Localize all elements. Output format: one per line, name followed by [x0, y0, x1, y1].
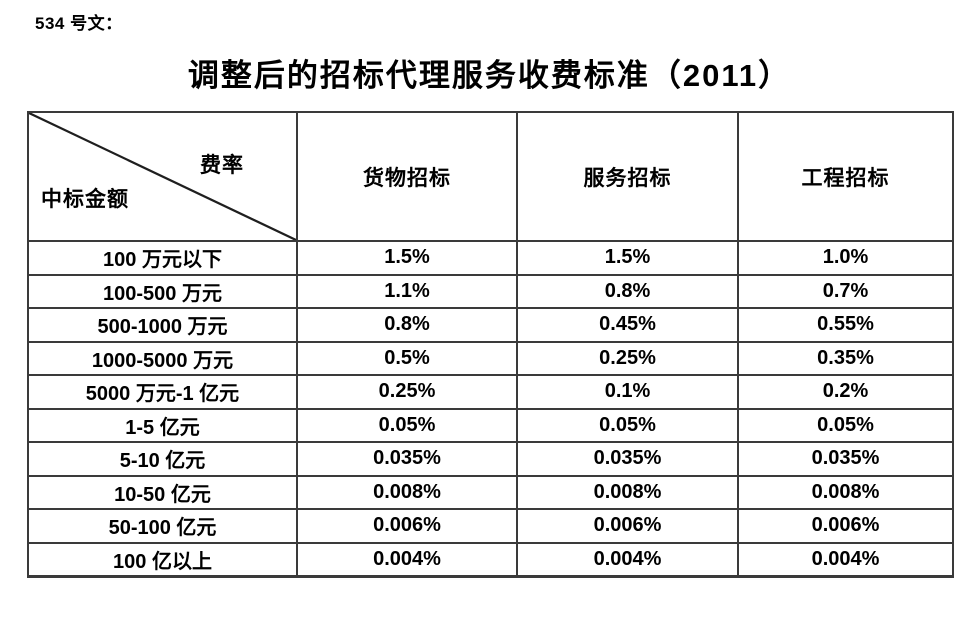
rate-cell: 0.05%	[516, 407, 739, 443]
rate-cell: 0.008%	[737, 474, 954, 510]
page-title: 调整后的招标代理服务收费标准（2011）	[187, 58, 792, 93]
table-row: 10-50 亿元 0.008% 0.008% 0.008%	[27, 474, 954, 510]
rate-cell: 0.006%	[516, 508, 739, 544]
rate-cell: 0.5%	[296, 340, 518, 376]
rate-cell: 1.5%	[516, 240, 739, 276]
rate-cell: 0.25%	[296, 374, 518, 410]
rate-cell: 0.1%	[516, 374, 739, 410]
table-corner-cell: 费率 中标金额	[27, 111, 298, 242]
column-header-works: 工程招标	[737, 111, 954, 242]
table-row: 5-10 亿元 0.035% 0.035% 0.035%	[27, 441, 954, 477]
rate-cell: 0.004%	[516, 541, 739, 578]
rate-cell: 0.8%	[516, 273, 739, 309]
diagonal-divider-line	[29, 113, 296, 240]
rate-cell: 0.006%	[737, 508, 954, 544]
column-header-services: 服务招标	[516, 111, 739, 242]
amount-cell: 1-5 亿元	[27, 407, 298, 443]
rate-cell: 0.55%	[737, 307, 954, 343]
table-row: 1000-5000 万元 0.5% 0.25% 0.35%	[27, 340, 954, 376]
rate-cell: 0.004%	[737, 541, 954, 578]
header-row: 费率 中标金额 货物招标 服务招标 工程招标	[27, 111, 954, 242]
amount-cell: 100-500 万元	[27, 273, 298, 309]
amount-cell: 100 亿以上	[27, 541, 298, 578]
rate-cell: 0.008%	[516, 474, 739, 510]
table-row: 1-5 亿元 0.05% 0.05% 0.05%	[27, 407, 954, 443]
rate-cell: 0.05%	[296, 407, 518, 443]
table-row: 100 万元以下 1.5% 1.5% 1.0%	[27, 240, 954, 276]
rate-cell: 1.1%	[296, 273, 518, 309]
rate-cell: 0.008%	[296, 474, 518, 510]
corner-label-amount: 中标金额	[41, 188, 129, 211]
amount-cell: 500-1000 万元	[27, 307, 298, 343]
rate-cell: 1.5%	[296, 240, 518, 276]
doc-number-label: 534 号文：	[35, 14, 123, 33]
rate-cell: 0.25%	[516, 340, 739, 376]
fee-rate-table: 费率 中标金额 货物招标 服务招标 工程招标 100 万元以下 1.5% 1.5…	[27, 111, 954, 578]
rate-cell: 0.05%	[737, 407, 954, 443]
amount-cell: 100 万元以下	[27, 240, 298, 276]
amount-cell: 1000-5000 万元	[27, 340, 298, 376]
table-row: 50-100 亿元 0.006% 0.006% 0.006%	[27, 508, 954, 544]
table-row: 5000 万元-1 亿元 0.25% 0.1% 0.2%	[27, 374, 954, 410]
amount-cell: 5-10 亿元	[27, 441, 298, 477]
rate-cell: 0.035%	[516, 441, 739, 477]
rate-cell: 1.0%	[737, 240, 954, 276]
amount-cell: 5000 万元-1 亿元	[27, 374, 298, 410]
rate-cell: 0.8%	[296, 307, 518, 343]
rate-cell: 0.035%	[737, 441, 954, 477]
table-row: 100 亿以上 0.004% 0.004% 0.004%	[27, 541, 954, 578]
rate-cell: 0.006%	[296, 508, 518, 544]
corner-label-rate: 费率	[200, 154, 244, 177]
rate-cell: 0.35%	[737, 340, 954, 376]
rate-cell: 0.035%	[296, 441, 518, 477]
rate-cell: 0.004%	[296, 541, 518, 578]
rate-cell: 0.2%	[737, 374, 954, 410]
rate-cell: 0.45%	[516, 307, 739, 343]
amount-cell: 10-50 亿元	[27, 474, 298, 510]
amount-cell: 50-100 亿元	[27, 508, 298, 544]
column-header-goods: 货物招标	[296, 111, 518, 242]
rate-cell: 0.7%	[737, 273, 954, 309]
table-row: 500-1000 万元 0.8% 0.45% 0.55%	[27, 307, 954, 343]
table-row: 100-500 万元 1.1% 0.8% 0.7%	[27, 273, 954, 309]
